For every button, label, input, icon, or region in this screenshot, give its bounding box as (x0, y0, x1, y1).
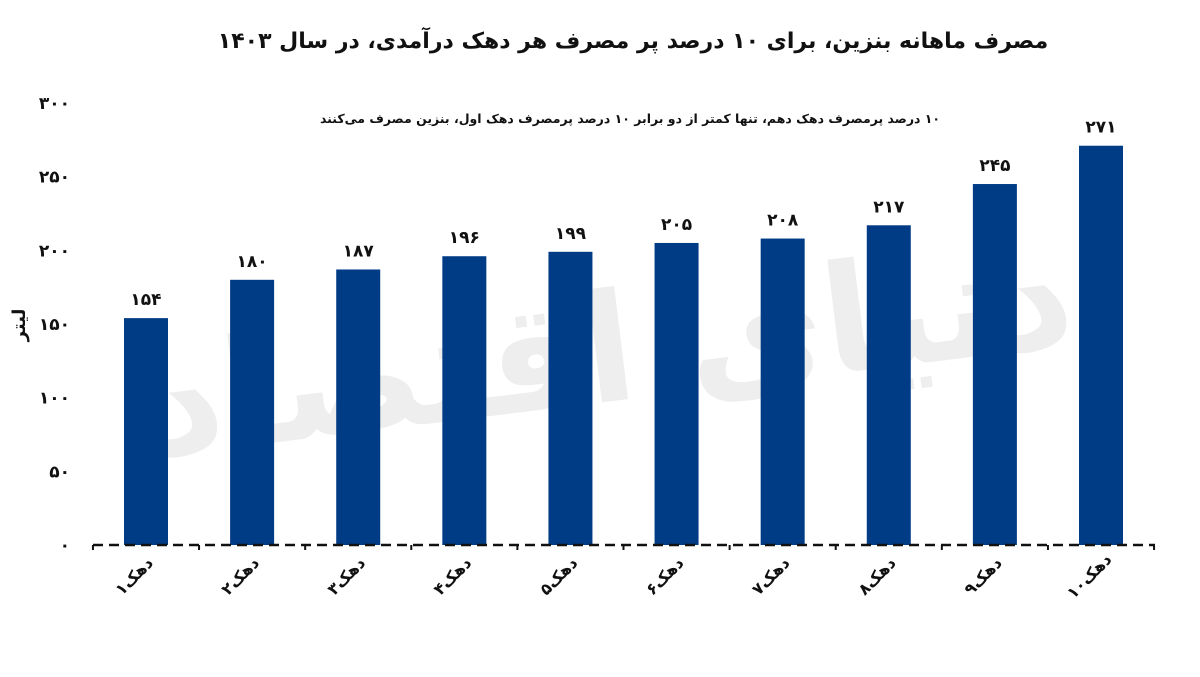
x-tick-label: دهک۴ (430, 553, 476, 599)
bar-value-label: ۱۵۴ (130, 290, 161, 310)
bar-value-label: ۲۰۸ (767, 211, 799, 231)
x-tick-label: دهک۳ (324, 553, 370, 599)
x-axis (91, 543, 1156, 550)
bar (230, 279, 275, 545)
x-tick-label: دهک۷ (748, 553, 794, 599)
y-tick-label: ۳۰۰ (39, 94, 70, 114)
bar (548, 251, 593, 545)
bar (124, 318, 168, 545)
bar-value-label: ۱۸۷ (343, 241, 375, 261)
x-tick-label: دهک۹ (960, 553, 1006, 599)
x-tick-label: دهک۶ (642, 553, 688, 599)
bar (336, 269, 381, 545)
y-tick-label: ۱۰۰ (39, 389, 70, 409)
y-tick-label: ۱۵۰ (39, 315, 70, 335)
bar (866, 225, 911, 545)
y-tick-label: ۰ (60, 536, 70, 556)
bar-value-label: ۲۷۱ (1085, 118, 1116, 138)
bar (1079, 145, 1123, 545)
y-axis-ticks: ۰ ۵۰ ۱۰۰ ۱۵۰ ۲۰۰ ۲۵۰ ۳۰۰ (39, 94, 70, 556)
bar-value-label: ۲۰۵ (661, 215, 692, 235)
bar-value-label: ۲۱۷ (873, 197, 905, 217)
x-tick-label: دهک۲ (217, 553, 263, 599)
bar-value-label: ۱۹۹ (555, 224, 587, 244)
x-tick-label: دهک۱۰ (1063, 550, 1115, 602)
chart-subtitle: ۱۰ درصد پرمصرف دهک دهم، تنها کمتر از دو … (320, 111, 940, 126)
x-tick-label: دهک۸ (854, 553, 900, 599)
x-tick-label: دهک۱ (111, 553, 157, 599)
bar-value-label: ۱۹۶ (449, 228, 480, 248)
y-tick-label: ۵۰ (49, 462, 70, 482)
x-axis-labels: دهک۱ دهک۲ دهک۳ دهک۴ دهک۵ دهک۶ دهک۷ دهک۸ دهک۹ دهک۱… (111, 550, 1115, 602)
bar (760, 238, 805, 545)
watermark: دنیای اقتصاد (135, 207, 1082, 493)
y-tick-label: ۲۰۰ (39, 241, 70, 261)
chart-title: مصرف ماهانه بنزین، برای ۱۰ درصد پر مصرف … (218, 26, 1048, 54)
bar-value-label: ۲۴۵ (979, 156, 1010, 176)
bar (972, 184, 1017, 546)
bar-value-label: ۱۸۰ (237, 252, 268, 272)
bar (654, 242, 699, 545)
bar (442, 256, 487, 545)
x-tick-label: دهک۵ (536, 553, 582, 599)
y-tick-label: ۲۵۰ (39, 168, 70, 188)
bars (124, 145, 1123, 546)
value-labels: ۱۵۴ ۱۸۰ ۱۸۷ ۱۹۶ ۱۹۹ ۲۰۵ ۲۰۸ ۲۱۷ ۲۴۵ ۲۷۱ (130, 118, 1116, 310)
y-axis-label: لیتر (9, 309, 30, 343)
